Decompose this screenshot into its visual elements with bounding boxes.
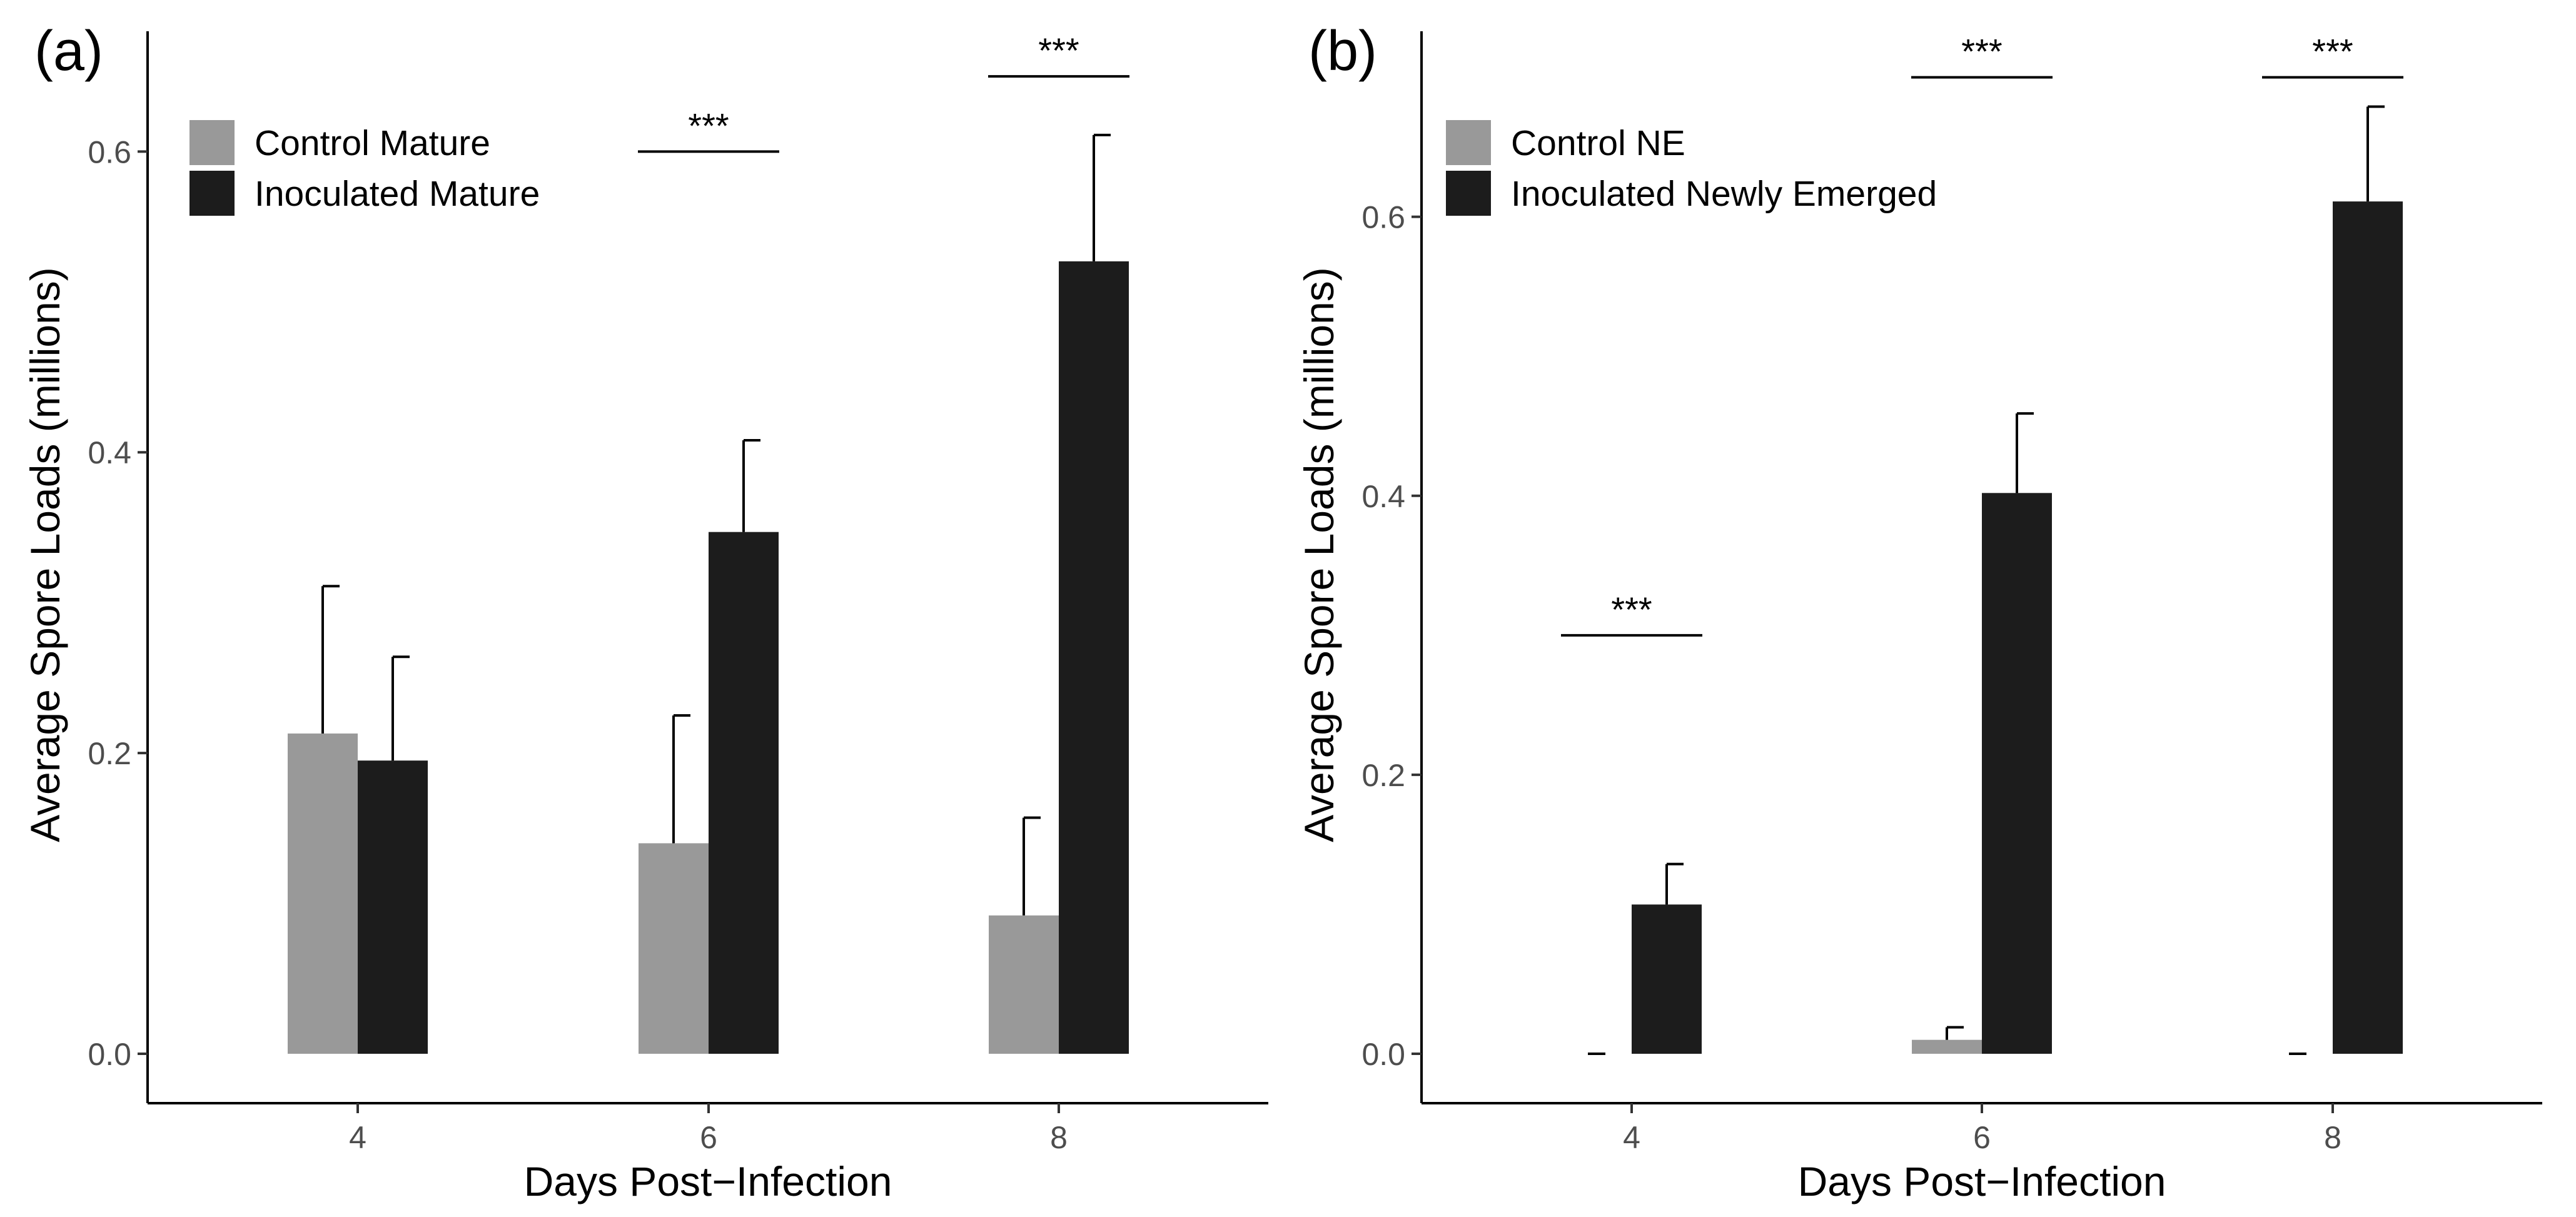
bar xyxy=(1632,904,1702,1054)
y-tick-label: 0.6 xyxy=(1361,200,1405,235)
x-axis-title: Days Post−Infection xyxy=(524,1158,892,1204)
legend-swatch xyxy=(189,171,235,216)
legend-swatch xyxy=(189,120,235,165)
bar xyxy=(989,915,1059,1054)
significance-label: *** xyxy=(2312,32,2353,71)
y-tick-label: 0.4 xyxy=(88,435,131,470)
x-tick-label: 6 xyxy=(700,1120,717,1155)
bar xyxy=(358,760,428,1054)
significance-label: *** xyxy=(1961,32,2002,71)
panel-label: (a) xyxy=(34,20,103,83)
y-tick-label: 0.0 xyxy=(1361,1037,1405,1072)
x-tick-label: 8 xyxy=(1050,1120,1068,1155)
x-tick-label: 4 xyxy=(1623,1120,1640,1155)
panel-a: 0.0 0.2 0.4 0.6 4 6 8 *** *** Control Mature Inocu… xyxy=(22,20,1268,1204)
panel-b: 0.0 0.2 0.4 0.6 4 6 8 *** *** *** Control NE Inocul… xyxy=(1296,20,2542,1204)
significance-label: *** xyxy=(688,106,729,145)
legend-label: Inoculated Newly Emerged xyxy=(1511,174,1937,214)
bar xyxy=(2333,201,2403,1054)
legend-label: Inoculated Mature xyxy=(255,174,540,214)
bar xyxy=(288,733,358,1054)
x-tick-label: 4 xyxy=(349,1120,366,1155)
significance-label: *** xyxy=(1038,31,1079,70)
y-axis-title: Average Spore Loads (millions) xyxy=(1296,267,1342,842)
y-axis-title: Average Spore Loads (millions) xyxy=(22,267,68,842)
y-tick-label: 0.2 xyxy=(1361,758,1405,793)
bar xyxy=(639,843,709,1054)
legend-swatch xyxy=(1446,120,1491,165)
y-tick-label: 0.6 xyxy=(88,134,131,169)
x-axis-title: Days Post−Infection xyxy=(1798,1158,2166,1204)
bar xyxy=(1982,493,2052,1054)
x-tick-label: 6 xyxy=(1973,1120,1991,1155)
panel-label: (b) xyxy=(1308,20,1377,83)
bar xyxy=(709,532,779,1054)
y-tick-label: 0.2 xyxy=(88,736,131,771)
legend-label: Control NE xyxy=(1511,123,1685,163)
bar xyxy=(1912,1039,1982,1054)
y-tick-label: 0.4 xyxy=(1361,479,1405,514)
bar xyxy=(1059,261,1129,1054)
legend-swatch xyxy=(1446,171,1491,216)
legend-label: Control Mature xyxy=(255,123,490,163)
y-tick-label: 0.0 xyxy=(88,1037,131,1072)
x-tick-label: 8 xyxy=(2324,1120,2341,1155)
significance-label: *** xyxy=(1611,590,1652,629)
